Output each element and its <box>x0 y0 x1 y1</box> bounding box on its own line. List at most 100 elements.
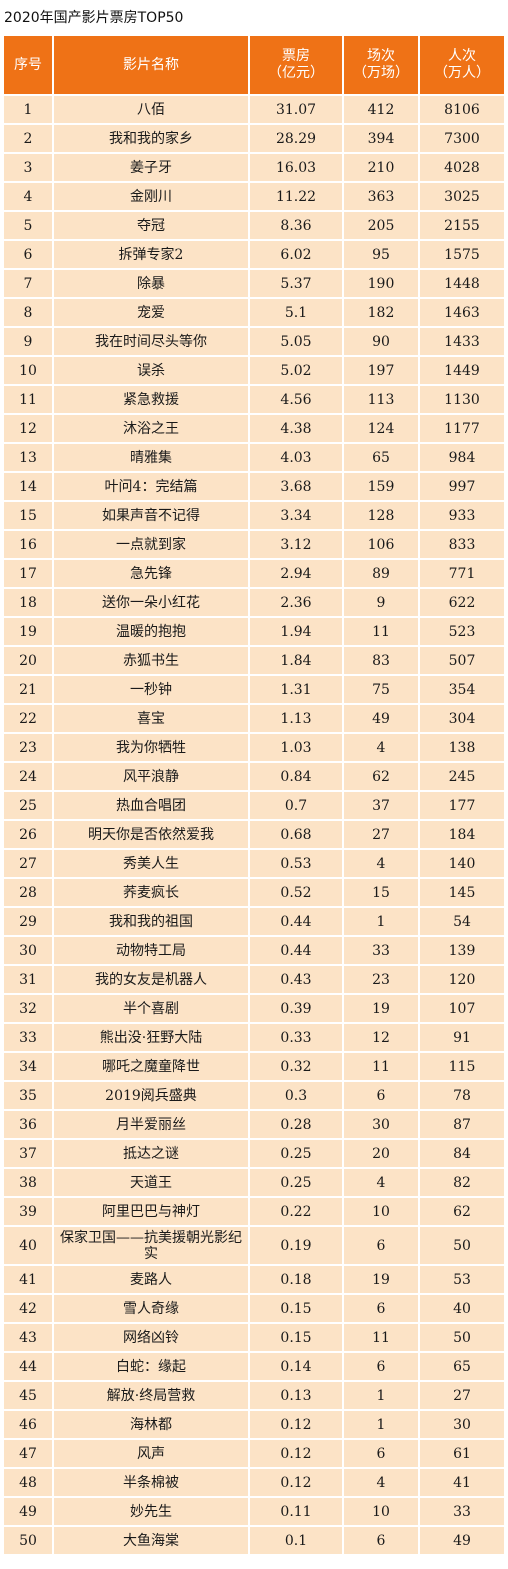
cell-screenings: 20 <box>344 1138 420 1167</box>
cell-audience: 507 <box>420 645 504 674</box>
cell-audience: 2155 <box>420 210 504 239</box>
cell-audience: 8106 <box>420 94 504 123</box>
cell-rank: 48 <box>4 1467 54 1496</box>
cell-audience: 1130 <box>420 384 504 413</box>
cell-screenings: 1 <box>344 1380 420 1409</box>
table-row: 50 大鱼海棠 0.1 6 49 <box>4 1525 504 1554</box>
cell-film-name: 海林都 <box>54 1409 250 1438</box>
cell-film-name: 麦路人 <box>54 1264 250 1293</box>
cell-film-name: 紧急救援 <box>54 384 250 413</box>
table-row: 29 我和我的祖国 0.44 1 54 <box>4 906 504 935</box>
cell-rank: 28 <box>4 877 54 906</box>
cell-rank: 30 <box>4 935 54 964</box>
cell-film-name: 我在时间尽头等你 <box>54 326 250 355</box>
cell-box-office: 8.36 <box>250 210 344 239</box>
header-audience-unit: （万人） <box>420 65 504 82</box>
cell-screenings: 37 <box>344 790 420 819</box>
cell-rank: 14 <box>4 471 54 500</box>
table-row: 4 金刚川 11.22 363 3025 <box>4 181 504 210</box>
cell-film-name: 明天你是否依然爱我 <box>54 819 250 848</box>
cell-box-office: 11.22 <box>250 181 344 210</box>
header-audience: 人次 （万人） <box>420 36 504 94</box>
cell-audience: 4028 <box>420 152 504 181</box>
cell-box-office: 5.37 <box>250 268 344 297</box>
cell-rank: 25 <box>4 790 54 819</box>
cell-box-office: 0.25 <box>250 1167 344 1196</box>
cell-film-name: 一秒钟 <box>54 674 250 703</box>
cell-screenings: 19 <box>344 1264 420 1293</box>
cell-rank: 40 <box>4 1225 54 1264</box>
table-header-row: 序号 影片名称 票房 （亿元） 场次 （万场） 人次 （万人） <box>4 36 504 94</box>
cell-box-office: 4.56 <box>250 384 344 413</box>
cell-box-office: 0.12 <box>250 1409 344 1438</box>
cell-rank: 13 <box>4 442 54 471</box>
cell-rank: 7 <box>4 268 54 297</box>
cell-audience: 107 <box>420 993 504 1022</box>
table-row: 3 姜子牙 16.03 210 4028 <box>4 152 504 181</box>
table-row: 28 荞麦疯长 0.52 15 145 <box>4 877 504 906</box>
cell-screenings: 33 <box>344 935 420 964</box>
cell-film-name: 姜子牙 <box>54 152 250 181</box>
cell-film-name: 荞麦疯长 <box>54 877 250 906</box>
cell-box-office: 0.44 <box>250 906 344 935</box>
table-row: 21 一秒钟 1.31 75 354 <box>4 674 504 703</box>
cell-screenings: 19 <box>344 993 420 1022</box>
cell-rank: 50 <box>4 1525 54 1554</box>
cell-rank: 27 <box>4 848 54 877</box>
table-row: 47 风声 0.12 6 61 <box>4 1438 504 1467</box>
cell-audience: 78 <box>420 1080 504 1109</box>
cell-box-office: 4.38 <box>250 413 344 442</box>
cell-screenings: 1 <box>344 1409 420 1438</box>
cell-screenings: 9 <box>344 587 420 616</box>
cell-screenings: 190 <box>344 268 420 297</box>
header-screenings: 场次 （万场） <box>344 36 420 94</box>
cell-film-name: 夺冠 <box>54 210 250 239</box>
cell-film-name: 月半爱丽丝 <box>54 1109 250 1138</box>
cell-box-office: 0.13 <box>250 1380 344 1409</box>
table-row: 35 2019阅兵盛典 0.3 6 78 <box>4 1080 504 1109</box>
cell-box-office: 2.94 <box>250 558 344 587</box>
cell-screenings: 4 <box>344 732 420 761</box>
cell-box-office: 0.19 <box>250 1225 344 1264</box>
header-box-office-label: 票房 <box>250 48 342 65</box>
cell-rank: 46 <box>4 1409 54 1438</box>
cell-box-office: 1.84 <box>250 645 344 674</box>
cell-box-office: 0.28 <box>250 1109 344 1138</box>
cell-box-office: 0.3 <box>250 1080 344 1109</box>
cell-screenings: 27 <box>344 819 420 848</box>
cell-rank: 21 <box>4 674 54 703</box>
cell-audience: 82 <box>420 1167 504 1196</box>
cell-box-office: 1.03 <box>250 732 344 761</box>
cell-film-name: 急先锋 <box>54 558 250 587</box>
cell-audience: 138 <box>420 732 504 761</box>
cell-box-office: 0.84 <box>250 761 344 790</box>
cell-screenings: 6 <box>344 1293 420 1322</box>
cell-film-name: 妙先生 <box>54 1496 250 1525</box>
cell-box-office: 0.53 <box>250 848 344 877</box>
cell-rank: 17 <box>4 558 54 587</box>
cell-audience: 27 <box>420 1380 504 1409</box>
cell-box-office: 0.12 <box>250 1467 344 1496</box>
table-row: 36 月半爱丽丝 0.28 30 87 <box>4 1109 504 1138</box>
cell-film-name: 风平浪静 <box>54 761 250 790</box>
cell-film-name: 我和我的家乡 <box>54 123 250 152</box>
cell-rank: 38 <box>4 1167 54 1196</box>
cell-rank: 41 <box>4 1264 54 1293</box>
cell-audience: 177 <box>420 790 504 819</box>
cell-screenings: 6 <box>344 1525 420 1554</box>
cell-audience: 354 <box>420 674 504 703</box>
cell-rank: 35 <box>4 1080 54 1109</box>
cell-audience: 50 <box>420 1322 504 1351</box>
cell-film-name: 沐浴之王 <box>54 413 250 442</box>
cell-rank: 42 <box>4 1293 54 1322</box>
cell-box-office: 31.07 <box>250 94 344 123</box>
cell-rank: 47 <box>4 1438 54 1467</box>
cell-audience: 145 <box>420 877 504 906</box>
table-row: 22 喜宝 1.13 49 304 <box>4 703 504 732</box>
cell-audience: 41 <box>420 1467 504 1496</box>
cell-box-office: 5.02 <box>250 355 344 384</box>
table-row: 23 我为你牺牲 1.03 4 138 <box>4 732 504 761</box>
cell-rank: 44 <box>4 1351 54 1380</box>
header-screenings-unit: （万场） <box>344 65 418 82</box>
cell-screenings: 89 <box>344 558 420 587</box>
